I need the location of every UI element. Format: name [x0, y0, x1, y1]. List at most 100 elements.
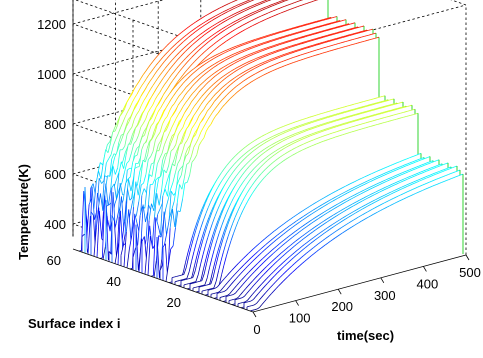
temperature-curve-segment	[161, 211, 165, 260]
temperature-curve-segment	[179, 78, 183, 82]
temperature-curve-segment	[346, 29, 349, 31]
temperature-curve-segment	[226, 162, 230, 167]
temperature-curve-segment	[229, 189, 233, 195]
temperature-curve-segment	[301, 244, 305, 247]
temperature-curve-segment	[326, 40, 330, 42]
temperature-curve-segment	[361, 189, 365, 192]
temperature-curve-segment	[304, 128, 308, 131]
temperature-curve-segment	[297, 212, 301, 215]
temperature-curve-segment	[129, 197, 133, 201]
temperature-curve-segment	[256, 163, 260, 166]
temperature-curve-segment	[338, 193, 342, 196]
temperature-curve-segment	[167, 49, 171, 53]
temperature-curve-segment	[297, 31, 300, 33]
temperature-curve-segment	[234, 298, 238, 301]
temperature-curve-segment	[241, 50, 245, 53]
temperature-curve-segment	[393, 168, 396, 171]
temperature-curve-segment	[169, 208, 173, 229]
temperature-curve-segment	[121, 221, 125, 241]
temperature-curve-segment	[404, 163, 408, 166]
temperature-curve-segment	[315, 31, 319, 34]
temperature-curve-segment	[368, 34, 372, 36]
temperature-curve-segment	[266, 132, 270, 135]
temperature-curve-segment	[325, 23, 329, 25]
temperature-curve-segment	[175, 80, 179, 85]
temperature-curve-segment	[329, 218, 333, 221]
temperature-curve-segment	[261, 148, 265, 152]
temperature-curve-segment	[359, 30, 363, 33]
temperature-curve-segment	[194, 255, 198, 266]
temperature-curve-segment	[285, 53, 288, 56]
temperature-curve-segment	[337, 118, 341, 120]
temperature-curve-segment	[319, 224, 323, 227]
temperature-curve-segment	[304, 41, 308, 44]
temperature-curve-segment	[226, 3, 229, 6]
temperature-curve-segment	[406, 169, 410, 172]
temperature-curve-segment	[403, 172, 407, 175]
temperature-curve-segment	[170, 148, 174, 152]
temperature-curve-segment	[352, 181, 355, 184]
temperature-curve-segment	[283, 146, 287, 149]
temperature-curve-segment	[268, 46, 272, 48]
temperature-curve-segment	[277, 246, 281, 250]
temperature-curve-segment	[275, 32, 278, 35]
temperature-curve-segment	[405, 110, 409, 113]
temperature-curve-segment	[284, 53, 287, 55]
temperature-curve-segment	[193, 66, 197, 70]
temperature-curve-segment	[177, 40, 180, 43]
temperature-curve-segment	[297, 237, 301, 240]
temperature-curve-segment	[135, 162, 139, 165]
temperature-curve-segment	[252, 140, 256, 143]
temperature-curve-segment	[217, 89, 221, 93]
temperature-curve-segment	[337, 135, 341, 137]
temperature-curve-segment	[355, 194, 359, 197]
temperature-curve-segment	[286, 63, 290, 66]
temperature-curve-segment	[139, 113, 143, 120]
temperature-curve-segment	[150, 151, 154, 157]
temperature-curve-segment	[250, 13, 254, 16]
temperature-curve-segment	[214, 14, 218, 17]
temperature-curve-segment	[214, 210, 218, 218]
temperature-curve-segment	[368, 186, 372, 188]
temperature-curve-segment	[222, 59, 226, 62]
temperature-curve-segment	[180, 279, 184, 282]
temperature-curve-segment	[194, 40, 198, 44]
temperature-curve-segment	[128, 116, 132, 123]
temperature-curve-segment	[324, 134, 328, 136]
temperature-curve-segment	[143, 141, 147, 144]
temperature-curve-segment	[242, 15, 246, 18]
temperature-curve-segment	[198, 238, 203, 248]
temperature-curve-segment	[390, 169, 394, 171]
temperature-curve-segment	[167, 144, 171, 152]
temperature-curve-segment	[162, 243, 166, 248]
temperature-curve-segment	[386, 105, 389, 107]
temperature-curve-segment	[292, 153, 296, 156]
temperature-curve-segment	[328, 45, 332, 47]
temperature-curve-segment	[340, 111, 344, 114]
temperature-curve-segment	[238, 82, 242, 85]
temperature-curve-segment	[235, 68, 239, 72]
temperature-curve-segment	[286, 129, 289, 131]
temperature-curve-segment	[291, 135, 295, 138]
temperature-curve-segment	[202, 284, 205, 286]
temperature-curve-segment	[276, 62, 280, 65]
temperature-curve-segment	[226, 16, 230, 19]
temperature-curve-segment	[212, 192, 216, 198]
temperature-curve-segment	[324, 129, 327, 132]
temperature-curve-segment	[130, 179, 134, 192]
temperature-curve-segment	[188, 30, 192, 34]
temperature-curve-segment	[168, 98, 172, 104]
temperature-curve-segment	[235, 33, 239, 36]
temperature-curve-segment	[325, 18, 328, 21]
temperature-curve-segment	[148, 163, 152, 175]
temperature-curve-segment	[303, 35, 307, 37]
temperature-curve-segment	[353, 27, 356, 29]
temperature-curve-segment	[212, 93, 216, 98]
temperature-curve-segment	[213, 41, 217, 45]
temperature-curve-segment	[197, 33, 201, 37]
temperature-curve-segment	[311, 21, 315, 23]
temperature-curve-segment	[204, 110, 208, 116]
temperature-curve-segment	[322, 135, 326, 137]
temperature-curve-segment	[300, 138, 304, 141]
temperature-curve-segment	[389, 103, 393, 106]
